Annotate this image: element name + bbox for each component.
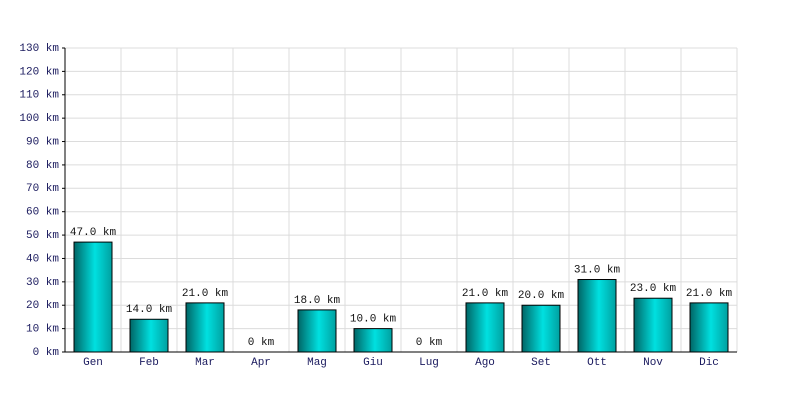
bar — [73, 241, 113, 353]
x-tick-label: Ago — [475, 357, 495, 369]
x-tick-label: Ott — [587, 357, 607, 369]
y-tick-label: 110 km — [19, 90, 59, 102]
data-label: 20.0 km — [518, 290, 565, 302]
x-tick-label: Mar — [195, 357, 215, 369]
y-tick-label: 70 km — [26, 183, 59, 195]
x-tick-label: Dic — [699, 357, 719, 369]
data-label: 0 km — [416, 337, 443, 349]
data-label: 21.0 km — [182, 288, 229, 300]
x-tick-label: Apr — [251, 357, 271, 369]
y-tick-label: 60 km — [26, 207, 59, 219]
y-tick-label: 40 km — [26, 253, 59, 265]
data-label: 21.0 km — [462, 288, 509, 300]
bar — [353, 328, 393, 353]
bar — [577, 279, 617, 353]
data-label: 14.0 km — [126, 304, 173, 316]
x-tick-label: Nov — [643, 357, 663, 369]
data-label: 21.0 km — [686, 288, 733, 300]
bar — [465, 302, 505, 353]
data-label: 23.0 km — [630, 283, 677, 295]
data-label: 18.0 km — [294, 295, 341, 307]
x-tick-label: Set — [531, 357, 551, 369]
y-tick-label: 30 km — [26, 277, 59, 289]
data-label: 47.0 km — [70, 227, 117, 239]
y-tick-label: 130 km — [19, 43, 59, 55]
y-tick-label: 10 km — [26, 324, 59, 336]
data-label: 0 km — [248, 337, 275, 349]
bar — [297, 309, 337, 353]
x-tick-label: Giu — [363, 357, 383, 369]
x-tick-label: Feb — [139, 357, 159, 369]
y-tick-label: 50 km — [26, 230, 59, 242]
y-tick-label: 100 km — [19, 113, 59, 125]
x-tick-label: Lug — [419, 357, 439, 369]
y-tick-label: 20 km — [26, 300, 59, 312]
y-tick-label: 90 km — [26, 136, 59, 148]
y-tick-label: 80 km — [26, 160, 59, 172]
y-tick-label: 120 km — [19, 66, 59, 78]
bar — [129, 318, 169, 353]
bar — [185, 302, 225, 353]
data-label: 31.0 km — [574, 264, 621, 276]
bar — [521, 304, 561, 353]
bar — [689, 302, 729, 353]
data-label: 10.0 km — [350, 314, 397, 326]
y-tick-label: 0 km — [33, 347, 60, 359]
bar — [633, 297, 673, 353]
x-tick-label: Gen — [83, 357, 103, 369]
x-tick-label: Mag — [307, 357, 327, 369]
